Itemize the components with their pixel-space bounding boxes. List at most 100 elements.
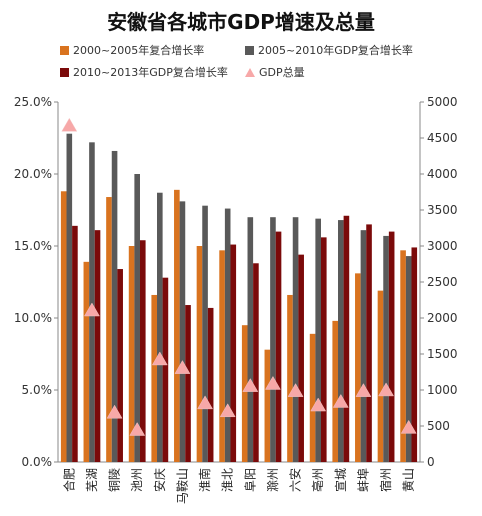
gdp-total-triangle-point xyxy=(174,360,191,374)
legend-item-series-3: 2010~2013年GDP复合增长率 xyxy=(60,64,228,80)
x-category-label: 马鞍山 xyxy=(174,468,189,504)
bar-series-2 xyxy=(383,235,389,462)
legend-label-series-4: GDP总量 xyxy=(259,66,305,79)
x-category-label: 铜陵 xyxy=(107,468,122,492)
bar-series-2 xyxy=(89,142,95,462)
y-right-tick-label: 500 xyxy=(427,419,450,433)
bar-series-3 xyxy=(207,307,214,462)
gdp-total-triangle-point xyxy=(378,382,394,397)
x-category-label: 淮北 xyxy=(221,468,235,492)
y-right-tick-label: 2500 xyxy=(427,275,458,289)
x-category-label: 安庆 xyxy=(152,468,167,492)
x-category-label: 芜湖 xyxy=(84,468,99,492)
y-right-tick-label: 1000 xyxy=(427,383,458,397)
y-left-tick-label: 20.0% xyxy=(14,167,52,181)
bar-series-1 xyxy=(151,294,158,462)
bar-series-3 xyxy=(117,269,123,462)
bar-series-1 xyxy=(106,197,112,463)
bar-series-1 xyxy=(128,246,135,462)
bar-series-3 xyxy=(320,237,327,462)
bar-series-1 xyxy=(400,250,406,462)
legend-item-series-2: 2005~2010年GDP复合增长率 xyxy=(245,42,413,58)
bar-series-3 xyxy=(411,247,418,462)
gdp-total-triangle-point xyxy=(400,419,417,434)
x-category-label: 宣城 xyxy=(333,468,348,492)
y-right-tick-label: 1500 xyxy=(427,347,458,361)
gdp-total-triangle-point xyxy=(219,403,236,418)
bar-series-3 xyxy=(366,224,372,462)
bar-series-2 xyxy=(315,218,321,462)
bar-series-1 xyxy=(355,273,361,462)
bar-series-3 xyxy=(343,215,350,462)
legend-item-series-4: GDP总量 xyxy=(245,64,305,80)
y-right-tick-label: 4000 xyxy=(427,167,458,181)
bar-series-2 xyxy=(360,230,367,462)
gdp-total-triangle-point xyxy=(332,393,349,408)
y-left-tick-label: 10.0% xyxy=(14,311,52,325)
bar-series-2 xyxy=(247,217,254,462)
bar-series-2 xyxy=(66,133,73,462)
bar-series-3 xyxy=(298,254,304,462)
y-right-tick-label: 5000 xyxy=(427,95,458,109)
gdp-total-triangle-point xyxy=(84,302,100,317)
bar-series-1 xyxy=(264,349,271,462)
bar-series-1 xyxy=(309,333,316,462)
y-left-tick-label: 0.0% xyxy=(22,455,53,469)
y-left-tick-label: 15.0% xyxy=(14,239,52,253)
bar-series-2 xyxy=(224,208,231,462)
y-left-tick-label: 5.0% xyxy=(22,383,53,397)
y-right-tick-label: 4500 xyxy=(427,131,458,145)
bar-series-2 xyxy=(111,150,118,462)
legend-swatch-series-2 xyxy=(245,45,254,55)
bar-series-3 xyxy=(162,277,169,462)
bar-series-3 xyxy=(185,305,191,462)
bar-series-1 xyxy=(241,325,248,462)
bar-series-1 xyxy=(196,246,203,462)
bar-series-1 xyxy=(219,250,225,462)
bar-series-3 xyxy=(139,240,146,462)
bar-series-1 xyxy=(83,261,90,462)
y-right-tick-label: 3000 xyxy=(427,239,458,253)
bar-series-3 xyxy=(72,225,78,462)
gdp-total-triangle-point xyxy=(242,378,259,392)
legend: 2000~2005年复合增长率 2005~2010年GDP复合增长率 2010~… xyxy=(0,40,482,86)
bar-series-1 xyxy=(60,191,67,462)
bar-series-3 xyxy=(388,231,395,462)
x-category-label: 阜阳 xyxy=(243,468,257,492)
gdp-total-triangle-point xyxy=(197,395,213,410)
x-category-label: 淮南 xyxy=(197,468,212,492)
legend-label-series-2: 2005~2010年GDP复合增长率 xyxy=(258,44,413,57)
bar-series-2 xyxy=(202,205,208,462)
gdp-total-triangle-point xyxy=(355,383,372,397)
gdp-total-triangle-point xyxy=(106,404,123,419)
gdp-total-triangle-point xyxy=(61,117,78,132)
bar-series-1 xyxy=(377,290,384,462)
x-category-label: 黄山 xyxy=(402,468,416,492)
x-category-label: 合肥 xyxy=(61,468,76,492)
bar-series-3 xyxy=(94,230,101,462)
y-right-tick-label: 0 xyxy=(427,455,435,469)
bar-series-3 xyxy=(230,244,237,462)
bar-series-2 xyxy=(157,192,163,462)
gdp-total-triangle-point xyxy=(129,422,146,436)
gdp-total-triangle-point xyxy=(310,397,327,412)
legend-swatch-series-1 xyxy=(60,45,69,55)
bar-series-1 xyxy=(174,189,180,462)
x-category-label: 亳州 xyxy=(310,468,325,492)
bar-series-2 xyxy=(405,256,412,462)
bar-series-2 xyxy=(179,201,186,463)
legend-swatch-series-3 xyxy=(60,67,69,77)
x-category-label: 六安 xyxy=(288,468,303,492)
legend-label-series-1: 2000~2005年复合增长率 xyxy=(73,44,205,57)
bar-series-2 xyxy=(270,217,276,462)
chart-title: 安徽省各城市GDP增速及总量 xyxy=(107,10,375,34)
bar-series-3 xyxy=(275,231,282,462)
x-category-label: 滁州 xyxy=(265,468,280,492)
y-right-tick-label: 2000 xyxy=(427,311,458,325)
y-left-tick-label: 25.0% xyxy=(14,95,52,109)
bar-series-2 xyxy=(134,174,140,462)
bar-series-1 xyxy=(332,320,339,462)
x-category-label: 池州 xyxy=(130,468,144,492)
gdp-total-triangle-point xyxy=(265,375,281,390)
